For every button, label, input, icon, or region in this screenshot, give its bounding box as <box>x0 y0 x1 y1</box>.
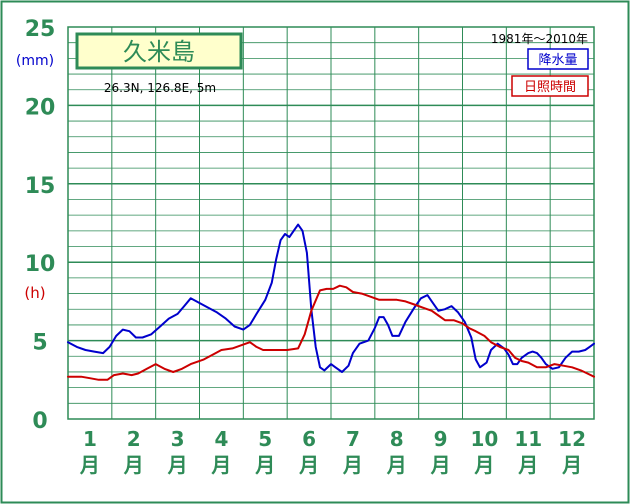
x-tick-month-unit: 月 <box>430 453 451 477</box>
series-layer <box>67 223 595 381</box>
x-tick-month-unit: 月 <box>210 453 231 477</box>
x-tick-month-number: 8 <box>390 427 404 451</box>
x-tick-month-number: 5 <box>258 427 272 451</box>
precip-unit-label: (mm) <box>16 53 54 69</box>
x-tick-month-unit: 月 <box>342 453 363 477</box>
legend-sun-box <box>511 75 589 97</box>
x-tick-month-unit: 月 <box>386 453 407 477</box>
x-tick-month-number: 2 <box>127 427 141 451</box>
x-tick-month-number: 9 <box>434 427 448 451</box>
period-label: 1981年〜2010年 <box>491 32 588 46</box>
x-tick-month-unit: 月 <box>561 453 582 477</box>
x-tick-month-number: 11 <box>514 427 542 451</box>
legend-precip-box <box>527 48 589 70</box>
y-tick-label: 25 <box>25 17 56 42</box>
x-tick-month-number: 3 <box>171 427 185 451</box>
x-tick-month-unit: 月 <box>298 453 319 477</box>
x-tick-month-number: 1 <box>83 427 97 451</box>
legend-precip-label: 降水量 <box>538 53 577 68</box>
y-tick-label: 10 <box>25 252 56 277</box>
legend-sun-label: 日照時間 <box>524 80 576 95</box>
x-tick-month-number: 12 <box>558 427 586 451</box>
y-tick-label: 5 <box>32 331 47 356</box>
y-tick-labels: 0 5 10 15 20 25 <box>25 17 56 434</box>
station-location: 26.3N, 126.8E, 5m <box>104 81 216 95</box>
x-tick-month-unit: 月 <box>473 453 494 477</box>
x-tick-month-number: 4 <box>214 427 228 451</box>
station-title-box <box>75 32 243 70</box>
x-tick-month-number: 6 <box>302 427 316 451</box>
x-tick-month-unit: 月 <box>517 453 538 477</box>
x-tick-month-number: 7 <box>346 427 360 451</box>
x-tick-month-unit: 月 <box>79 453 100 477</box>
precipitation-line <box>67 223 595 373</box>
y-tick-label: 20 <box>25 95 56 120</box>
y-tick-label: 15 <box>25 174 56 199</box>
y-tick-label: 0 <box>32 409 47 434</box>
sun-unit-label: (h) <box>24 284 45 302</box>
plot-frame <box>67 26 595 420</box>
grid-lines <box>68 27 594 419</box>
x-tick-month-unit: 月 <box>167 453 188 477</box>
sunshine-line <box>67 284 595 381</box>
x-tick-month-unit: 月 <box>123 453 144 477</box>
x-tick-month-number: 10 <box>470 427 498 451</box>
station-title: 久米島 <box>123 38 195 66</box>
x-tick-month-unit: 月 <box>254 453 275 477</box>
